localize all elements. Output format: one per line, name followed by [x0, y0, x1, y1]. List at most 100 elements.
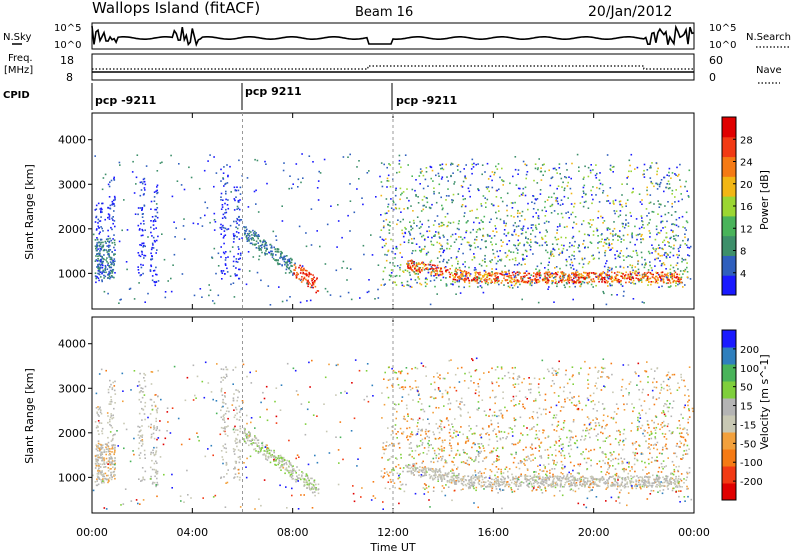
scatter-mark [285, 268, 288, 271]
scatter-mark [524, 281, 526, 284]
scatter-mark [478, 273, 480, 276]
scatter-mark [307, 482, 309, 485]
scatter-mark [141, 182, 144, 185]
scatter-mark [398, 387, 401, 389]
scatter-mark [429, 268, 432, 270]
scatter-mark [634, 371, 636, 373]
scatter-mark [417, 270, 419, 273]
scatter-mark [596, 186, 598, 189]
scatter-mark [585, 404, 587, 407]
scatter-mark [451, 460, 453, 463]
scatter-mark [431, 267, 433, 269]
scatter-mark [317, 492, 320, 495]
scatter-mark [253, 439, 256, 441]
scatter-mark [601, 279, 604, 281]
scatter-mark [277, 259, 279, 261]
scatter-mark [225, 410, 228, 412]
scatter-mark [592, 198, 594, 201]
scatter-mark [429, 261, 432, 263]
scatter-mark [685, 220, 688, 222]
scatter-mark [438, 251, 441, 253]
scatter-mark [108, 196, 111, 198]
scatter-mark [507, 275, 510, 278]
scatter-mark [645, 263, 647, 266]
scatter-mark [560, 443, 563, 446]
scatter-mark [312, 283, 314, 286]
scatter-mark [151, 258, 154, 260]
scatter-mark [487, 235, 489, 237]
scatter-mark [237, 246, 240, 248]
scatter-mark [408, 239, 410, 241]
scatter-mark [111, 228, 113, 231]
scatter-mark [486, 198, 489, 201]
scatter-mark [524, 474, 527, 476]
scatter-mark [461, 204, 464, 206]
scatter-mark [315, 487, 317, 489]
scatter-mark [235, 267, 237, 269]
scatter-mark [221, 226, 223, 229]
scatter-mark [670, 236, 672, 239]
scatter-mark [639, 278, 642, 280]
scatter-mark [513, 280, 515, 283]
scatter-mark [688, 255, 691, 257]
scatter-mark [533, 179, 535, 182]
scatter-mark [255, 240, 258, 243]
scatter-mark [447, 372, 449, 374]
scatter-mark [641, 199, 643, 201]
scatter-mark [479, 273, 481, 276]
scatter-mark [286, 463, 288, 466]
scatter-mark [139, 452, 142, 454]
scatter-mark [238, 219, 241, 222]
scatter-mark [417, 428, 420, 431]
scatter-mark [538, 158, 540, 160]
scatter-mark [247, 234, 250, 236]
scatter-mark [540, 262, 542, 265]
scatter-mark [444, 389, 447, 392]
scatter-mark [573, 280, 575, 282]
scatter-mark [113, 178, 115, 180]
scatter-mark [562, 278, 564, 280]
scatter-mark [573, 464, 575, 467]
scatter-mark [579, 276, 581, 279]
scatter-mark [98, 465, 100, 467]
scatter-mark [569, 242, 571, 244]
scatter-mark [248, 238, 250, 241]
scatter-mark [560, 452, 562, 454]
scatter-mark [431, 271, 433, 273]
scatter-mark [557, 424, 560, 426]
scatter-mark [99, 448, 101, 451]
scatter-mark [306, 480, 308, 483]
scatter-mark [681, 198, 683, 201]
scatter-mark [336, 246, 338, 248]
scatter-mark [222, 178, 225, 180]
scatter-mark [252, 237, 254, 240]
scatter-mark [232, 397, 235, 399]
scatter-mark [538, 223, 540, 225]
scatter-mark [103, 290, 106, 293]
scatter-mark [487, 444, 490, 446]
scatter-mark [593, 273, 595, 275]
scatter-mark [434, 274, 437, 276]
scatter-mark [616, 279, 618, 282]
scatter-mark [476, 280, 478, 282]
scatter-mark [493, 282, 496, 284]
scatter-mark [440, 279, 442, 281]
scatter-mark [605, 279, 608, 282]
scatter-mark [482, 227, 485, 230]
scatter-mark [483, 450, 486, 452]
scatter-mark [513, 230, 516, 233]
scatter-mark [393, 443, 395, 445]
scatter-mark [396, 223, 398, 226]
scatter-mark [605, 274, 607, 276]
scatter-mark [638, 227, 641, 230]
scatter-mark [587, 274, 590, 277]
scatter-mark [495, 268, 498, 270]
scatter-mark [647, 376, 649, 378]
scatter-mark [572, 282, 575, 285]
scatter-mark [104, 265, 107, 267]
scatter-mark [643, 275, 645, 278]
scatter-mark [670, 177, 672, 179]
scatter-mark [530, 233, 532, 235]
scatter-mark [387, 210, 390, 212]
scatter-mark [257, 452, 260, 454]
